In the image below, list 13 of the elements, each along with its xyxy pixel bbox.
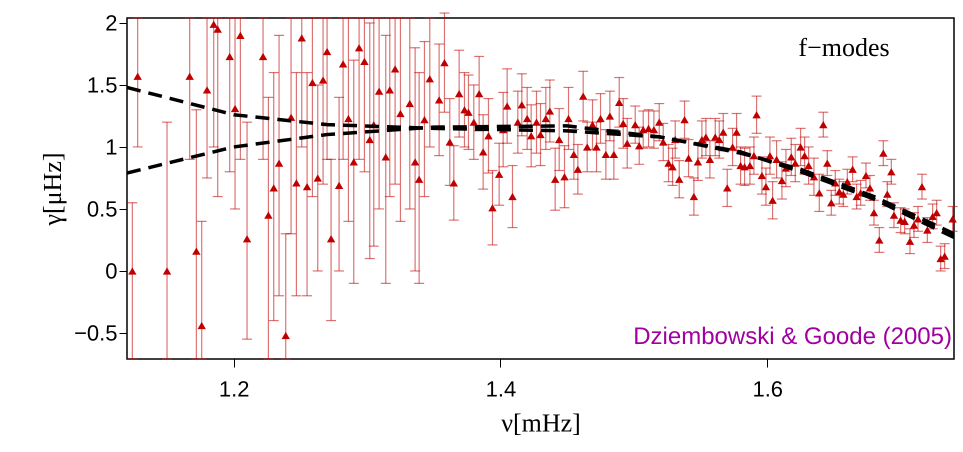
y-tick-label: 1.5 xyxy=(86,72,118,98)
y-tick-label: 0 xyxy=(105,258,118,284)
annotation: f−modes xyxy=(798,33,890,62)
y-axis-title: γ[μHz] xyxy=(38,152,68,227)
x-tick-label: 1.2 xyxy=(218,376,250,402)
x-tick-label: 1.6 xyxy=(752,376,784,402)
annotation: Dziembowski & Goode (2005) xyxy=(633,323,952,350)
y-tick-label: 2 xyxy=(105,10,118,36)
x-axis-title: ν[mHz] xyxy=(501,408,581,438)
x-tick-label: 1.4 xyxy=(486,376,516,402)
y-tick-label: −0.5 xyxy=(74,320,118,346)
y-tick-label: 0.5 xyxy=(86,196,118,222)
y-tick-label: 1 xyxy=(105,134,118,160)
